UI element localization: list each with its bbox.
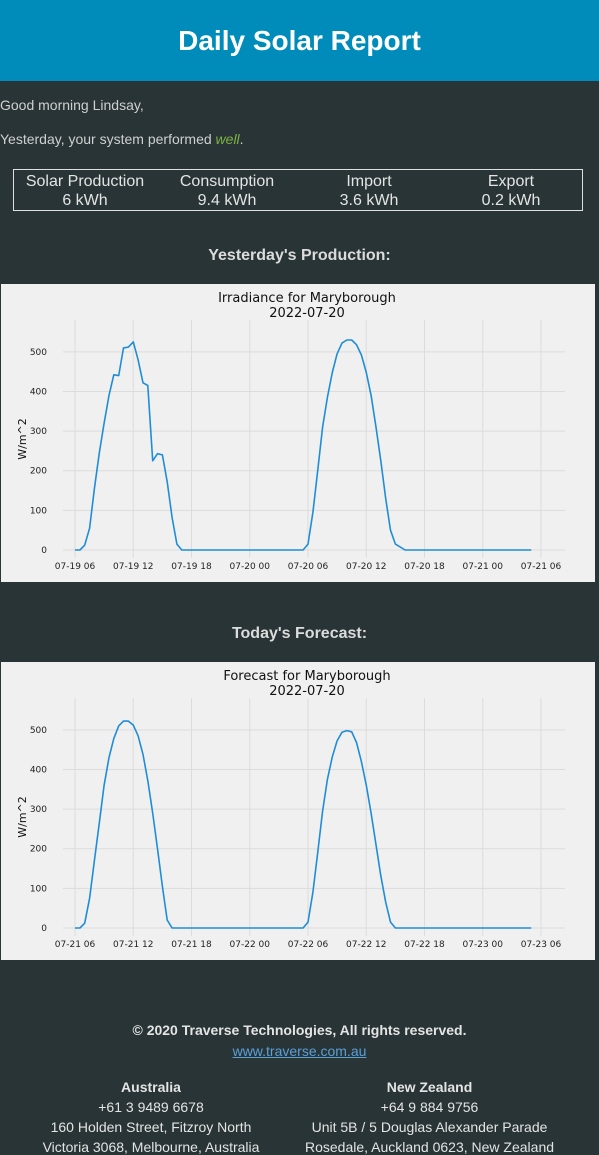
stat-consumption: Consumption 9.4 kWh	[156, 170, 298, 210]
forecast-chart: 0 100 200 300 400 500 07-21 06 07-21 12 07-21 18…	[1, 662, 595, 960]
office-address-line2: Rosedale, Auckland 0623, New Zealand	[304, 1139, 555, 1155]
x-tick-label: 07-22 06	[288, 940, 329, 950]
stat-value: 3.6 kWh	[339, 192, 399, 209]
y-tick-label: 0	[41, 924, 47, 934]
office-phone: +64 9 884 9756	[380, 1099, 479, 1115]
forecast-chart-svg: 0 100 200 300 400 500 07-21 06 07-21 12 07-21 18…	[16, 669, 565, 950]
stat-value: 9.4 kWh	[197, 192, 257, 209]
x-tick-label: 07-21 00	[463, 562, 504, 572]
stat-import: Import 3.6 kWh	[298, 170, 440, 210]
energy-summary-table: Solar Production 6 kWh Consumption 9.4 k…	[13, 169, 583, 211]
stat-label: Solar Production	[25, 173, 145, 190]
x-tick-label: 07-20 00	[230, 562, 271, 572]
series-line	[75, 720, 532, 929]
report-title: Daily Solar Report	[178, 24, 421, 56]
x-tick-label: 07-21 18	[171, 940, 212, 950]
x-tick-label: 07-21 06	[521, 562, 562, 572]
greeting-text: Good morning Lindsay,	[0, 97, 144, 113]
forecast-section-title: Today's Forecast:	[231, 625, 368, 642]
x-tick-label: 07-23 00	[463, 940, 504, 950]
y-axis-label: W/m^2	[16, 796, 29, 838]
x-tick-label: 07-19 18	[171, 562, 212, 572]
x-tick-label: 07-20 06	[288, 562, 329, 572]
stat-label: Consumption	[179, 173, 275, 190]
performance-prefix: Yesterday, your system performed	[0, 131, 216, 147]
x-tick-label: 07-22 12	[346, 940, 386, 950]
office-address-line1: 160 Holden Street, Fitzroy North	[50, 1119, 252, 1135]
x-tick-label: 07-21 12	[113, 940, 153, 950]
y-tick-label: 300	[30, 427, 47, 437]
office-name: New Zealand	[386, 1079, 473, 1095]
x-tick-label: 07-19 12	[113, 562, 153, 572]
website-link[interactable]: www.traverse.com.au	[232, 1043, 367, 1059]
y-tick-label: 100	[30, 884, 47, 894]
stat-label: Import	[346, 173, 392, 190]
irradiance-chart-svg: 0 100 200 300 400 500 07-19 06 07-19 12 07-19 18…	[16, 291, 565, 572]
y-axis-label: W/m^2	[16, 418, 29, 460]
copyright-text: © 2020 Traverse Technologies, All rights…	[132, 1022, 467, 1038]
chart-subtitle: 2022-07-20	[269, 306, 345, 321]
x-tick-label: 07-20 18	[404, 562, 445, 572]
office-address-line1: Unit 5B / 5 Douglas Alexander Parade	[311, 1119, 548, 1135]
y-tick-label: 300	[30, 805, 47, 815]
x-tick-label: 07-20 12	[346, 562, 386, 572]
office-australia: Australia +61 3 9489 6678 160 Holden Str…	[0, 1077, 302, 1155]
y-tick-label: 500	[30, 348, 47, 358]
performance-rating: well	[215, 131, 240, 147]
stat-solar-production: Solar Production 6 kWh	[14, 170, 156, 210]
chart-subtitle: 2022-07-20	[269, 684, 345, 699]
series-line	[75, 339, 532, 551]
y-tick-label: 400	[30, 387, 47, 397]
office-address-line2: Victoria 3068, Melbourne, Australia	[42, 1139, 260, 1155]
y-tick-label: 200	[30, 845, 47, 855]
x-tick-label: 07-22 18	[404, 940, 445, 950]
stat-label: Export	[487, 173, 535, 190]
x-tick-label: 07-19 06	[55, 562, 96, 572]
office-phone: +61 3 9489 6678	[98, 1099, 204, 1115]
y-tick-label: 500	[30, 726, 47, 736]
office-new-zealand: New Zealand +64 9 884 9756 Unit 5B / 5 D…	[300, 1077, 559, 1155]
y-tick-label: 200	[30, 467, 47, 477]
chart-title: Forecast for Maryborough	[223, 669, 390, 684]
stat-export: Export 0.2 kWh	[440, 170, 582, 210]
y-tick-label: 100	[30, 506, 47, 516]
y-tick-label: 400	[30, 765, 47, 775]
x-tick-label: 07-21 06	[55, 940, 96, 950]
office-name: Australia	[121, 1079, 181, 1095]
website-link-wrapper: www.traverse.com.au	[0, 1043, 599, 1059]
stat-value: 0.2 kWh	[481, 192, 541, 209]
x-tick-label: 07-23 06	[521, 940, 562, 950]
performance-suffix: .	[239, 131, 244, 147]
report-header: Daily Solar Report	[0, 0, 599, 81]
performance-text: Yesterday, your system performed well.	[0, 131, 244, 147]
y-tick-label: 0	[41, 546, 47, 556]
chart-title: Irradiance for Maryborough	[218, 291, 396, 306]
irradiance-chart: 0 100 200 300 400 500 07-19 06 07-19 12 07-19 18…	[1, 284, 595, 582]
stat-value: 6 kWh	[62, 192, 108, 209]
production-section-title: Yesterday's Production:	[208, 247, 391, 264]
x-tick-label: 07-22 00	[230, 940, 271, 950]
